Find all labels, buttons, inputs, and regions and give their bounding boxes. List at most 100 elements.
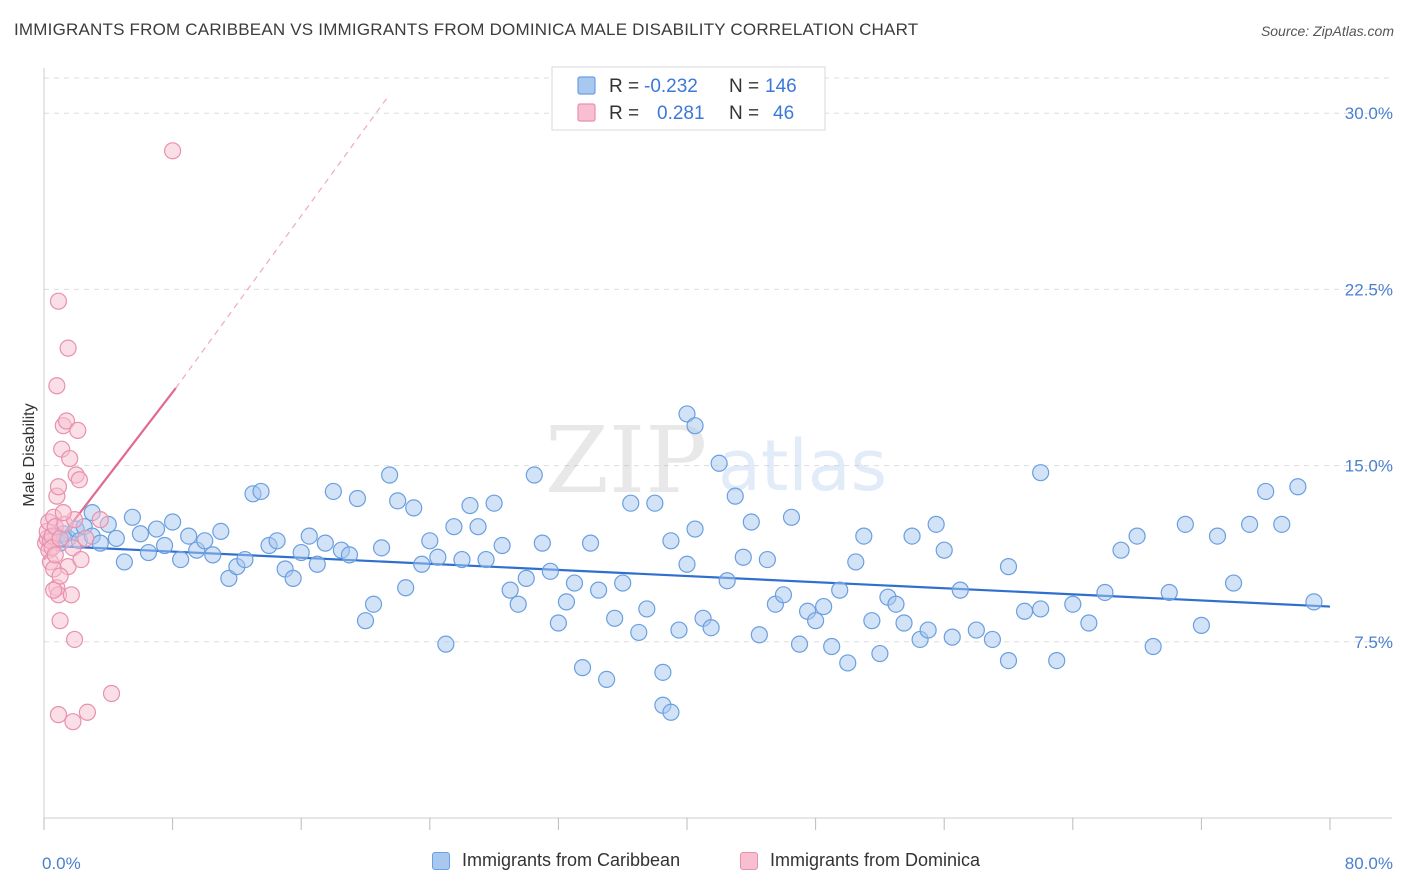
caribbean-point (525, 466, 543, 484)
caribbean-point (1096, 583, 1114, 602)
caribbean-point (1176, 515, 1194, 533)
dominica-point (102, 684, 121, 703)
caribbean-point (718, 572, 736, 590)
dominica-point (61, 449, 79, 468)
caribbean-point (573, 659, 592, 677)
y-axis-label: Male Disability (21, 403, 38, 506)
caribbean-point (1048, 652, 1066, 670)
caribbean-point (951, 581, 969, 599)
caribbean-point (115, 553, 133, 571)
caribbean-point (413, 555, 431, 573)
caribbean-point (91, 534, 109, 552)
caribbean-point (212, 522, 230, 540)
dominica-point (77, 529, 95, 548)
caribbean-point (654, 663, 672, 681)
chart-source: Source: ZipAtlas.com (1260, 23, 1394, 39)
caribbean-point (710, 454, 728, 472)
caribbean-point (678, 405, 696, 423)
caribbean-point (871, 644, 889, 663)
caribbean-point (397, 579, 415, 597)
caribbean-point (839, 654, 857, 672)
dominica-point (51, 612, 69, 630)
caribbean-point (1224, 574, 1243, 592)
caribbean-point (662, 703, 680, 721)
caribbean-point (1064, 595, 1082, 613)
caribbean-point (461, 496, 479, 515)
y-tick-label: 22.5% (1345, 280, 1393, 299)
legend: R = -0.232 N = 146 R = 0.281 N = 46 (551, 66, 826, 131)
caribbean-point (501, 581, 519, 599)
caribbean-point (308, 555, 326, 573)
dominica-swatch-icon (740, 851, 758, 870)
caribbean-point (565, 574, 584, 592)
legend-n-value-2: 46 (773, 103, 794, 124)
legend-r-label-1: R = (609, 76, 639, 97)
caribbean-point (935, 541, 953, 559)
dominica-point (64, 713, 82, 731)
chart-title: IMMIGRANTS FROM CARIBBEAN VS IMMIGRANTS … (14, 20, 919, 39)
caribbean-point (1257, 482, 1275, 501)
caribbean-point (887, 595, 905, 613)
caribbean-point (421, 532, 439, 550)
bottom-legend-caribbean[interactable]: Immigrants from Caribbean (432, 850, 680, 871)
caribbean-point (469, 518, 487, 536)
caribbean-point (1305, 593, 1323, 611)
caribbean-point (284, 569, 302, 587)
dominica-point (65, 630, 84, 649)
dominica-point (45, 581, 63, 599)
watermark-atlas: atlas (718, 425, 887, 507)
caribbean-swatch-icon (432, 851, 450, 870)
caribbean-point (493, 536, 511, 555)
caribbean-point (622, 494, 640, 512)
dominica-point (49, 706, 68, 724)
legend-swatch-caribbean (577, 76, 596, 95)
caribbean-point (517, 569, 535, 587)
caribbean-point (999, 652, 1018, 670)
bottom-legend-dominica[interactable]: Immigrants from Dominica (740, 850, 980, 871)
caribbean-point (806, 612, 825, 630)
dominica-point (59, 339, 77, 357)
caribbean-point (147, 520, 166, 538)
dominica-point (70, 471, 88, 489)
dominica-point (72, 550, 90, 569)
caribbean-point (1032, 464, 1050, 482)
caribbean-point (1128, 527, 1146, 545)
caribbean-point (1208, 527, 1227, 545)
caribbean-point (356, 612, 375, 630)
caribbean-point (750, 626, 768, 644)
bottom-legend-dominica-label: Immigrants from Dominica (770, 850, 981, 870)
caribbean-point (139, 543, 158, 562)
caribbean-point (999, 558, 1018, 576)
caribbean-point (364, 595, 383, 613)
caribbean-point (614, 574, 632, 592)
caribbean-point (847, 553, 865, 571)
caribbean-point (742, 513, 760, 531)
caribbean-point (348, 489, 367, 508)
caribbean-point (815, 597, 833, 616)
caribbean-point (324, 482, 342, 501)
caribbean-point (123, 508, 142, 526)
caribbean-point (172, 550, 190, 569)
caribbean-point (581, 534, 600, 552)
caribbean-point (589, 581, 608, 599)
legend-r-value-2: 0.281 (657, 103, 705, 124)
caribbean-point (823, 637, 841, 656)
caribbean-point (774, 586, 793, 604)
caribbean-point (1015, 602, 1034, 620)
dominica-point (69, 421, 87, 439)
caribbean-point (1112, 541, 1130, 559)
caribbean-point (220, 569, 238, 587)
caribbean-point (726, 487, 744, 505)
legend-swatch-dominica (577, 103, 596, 122)
caribbean-point (340, 546, 359, 564)
caribbean-point (164, 513, 182, 531)
caribbean-trend-line (43, 544, 1331, 608)
caribbean-point (790, 635, 809, 653)
bottom-legend-caribbean-label: Immigrants from Caribbean (462, 850, 681, 870)
dominica-point (49, 292, 68, 310)
caribbean-point (268, 532, 286, 550)
caribbean-point (437, 635, 455, 653)
caribbean-point (1144, 637, 1162, 656)
caribbean-point (1032, 600, 1050, 618)
